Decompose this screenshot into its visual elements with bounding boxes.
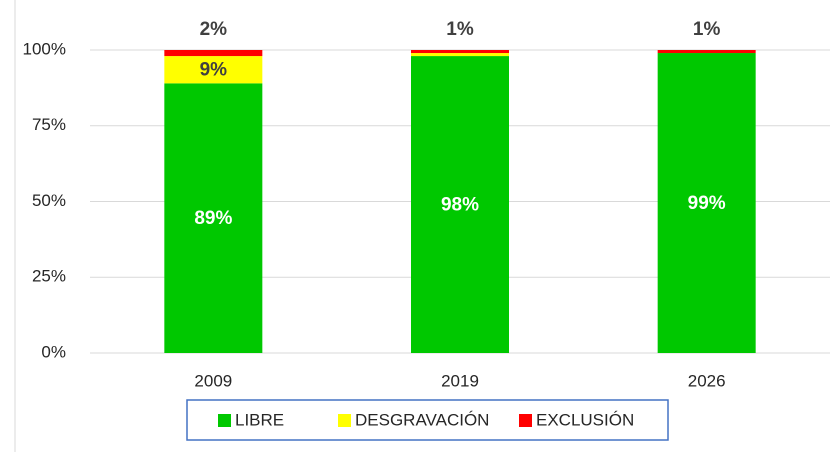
data-label: 1% [446,19,474,40]
y-tick-label: 0% [41,342,66,361]
legend-label: LIBRE [235,410,284,429]
bar-segment [164,83,263,353]
data-label: 2% [200,19,228,40]
y-tick-label: 50% [32,191,66,210]
bar-segment [657,50,756,54]
legend-label: EXCLUSIÓN [536,410,634,429]
bar-segment [411,50,509,54]
x-tick-label: 2009 [194,371,232,390]
bar-segment [164,50,263,57]
bar-segment [411,56,509,354]
data-label: 89% [194,208,232,229]
data-label: 9% [200,60,228,81]
data-label: 1% [693,19,721,40]
y-tick-label: 75% [32,115,66,134]
legend-swatch [519,414,532,427]
bar-segment [411,53,509,57]
legend-label: DESGRAVACIÓN [355,410,489,429]
bar-segment [657,53,756,353]
data-label: 99% [688,193,726,214]
legend-swatch [218,414,231,427]
x-tick-label: 2019 [441,371,479,390]
y-tick-label: 100% [23,39,66,58]
data-label: 98% [441,195,479,216]
bar-segment [164,56,263,84]
x-tick-label: 2026 [688,371,726,390]
y-tick-label: 25% [32,267,66,286]
legend-swatch [338,414,351,427]
legend-box [186,399,669,441]
